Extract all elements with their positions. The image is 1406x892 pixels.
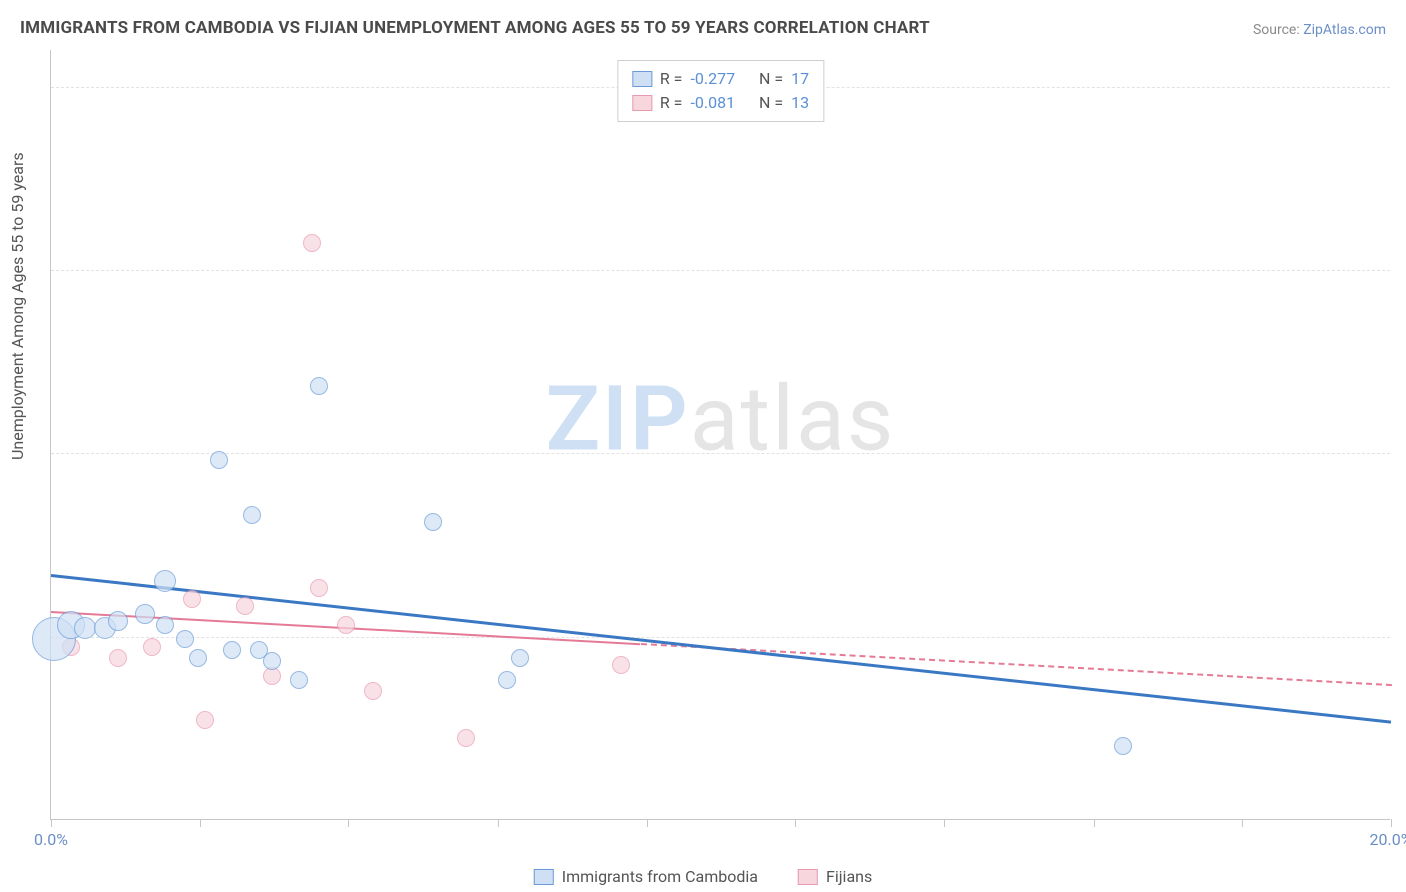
- scatter-point-a: [223, 641, 241, 659]
- chart-title: IMMIGRANTS FROM CAMBODIA VS FIJIAN UNEMP…: [20, 18, 930, 38]
- legend-swatch-a: [534, 869, 554, 885]
- scatter-point-a: [310, 377, 328, 395]
- scatter-point-b: [196, 711, 214, 729]
- legend-item-a: Immigrants from Cambodia: [534, 867, 758, 886]
- scatter-point-a: [176, 630, 194, 648]
- scatter-point-a: [250, 641, 268, 659]
- scatter-point-b: [183, 590, 201, 608]
- y-tick-label: 20.0%: [1395, 77, 1406, 96]
- legend-swatch-a: [632, 71, 652, 87]
- legend-row-series-b: R = -0.081 N = 13: [632, 91, 809, 115]
- scatter-point-b: [457, 729, 475, 747]
- source-link[interactable]: ZipAtlas.com: [1303, 22, 1386, 38]
- scatter-point-b: [109, 649, 127, 667]
- scatter-point-a: [243, 506, 261, 524]
- scatter-point-b: [303, 234, 321, 252]
- watermark-zip: ZIP: [546, 367, 690, 472]
- correlation-legend: R = -0.277 N = 17 R = -0.081 N = 13: [617, 60, 824, 122]
- y-axis-label: Unemployment Among Ages 55 to 59 years: [8, 152, 27, 460]
- legend-n-value-a: 17: [791, 67, 809, 91]
- watermark-atlas: atlas: [690, 367, 896, 472]
- scatter-point-a: [135, 604, 155, 624]
- x-tick-label: 20.0%: [1370, 830, 1406, 849]
- y-tick-label: 15.0%: [1395, 261, 1406, 280]
- x-tick: [348, 819, 349, 827]
- scatter-point-b: [310, 579, 328, 597]
- x-tick: [1391, 819, 1392, 827]
- scatter-point-a: [156, 616, 174, 634]
- x-tick: [51, 819, 52, 827]
- legend-label-a: Immigrants from Cambodia: [562, 867, 758, 886]
- gridline-horizontal: [51, 637, 1390, 638]
- legend-item-b: Fijians: [798, 867, 872, 886]
- legend-row-series-a: R = -0.277 N = 17: [632, 67, 809, 91]
- legend-n-value-b: 13: [791, 91, 809, 115]
- scatter-point-a: [154, 570, 176, 592]
- source-label: Source:: [1253, 22, 1303, 38]
- scatter-point-b: [337, 616, 355, 634]
- chart-plot-area: ZIPatlas R = -0.277 N = 17 R = -0.081 N …: [50, 50, 1390, 820]
- scatter-point-a: [511, 649, 529, 667]
- x-tick-label: 0.0%: [34, 830, 68, 849]
- x-tick: [200, 819, 201, 827]
- scatter-point-b: [612, 656, 630, 674]
- scatter-point-a: [74, 617, 96, 639]
- scatter-point-a: [290, 671, 308, 689]
- legend-n-label: N =: [759, 67, 783, 91]
- x-tick: [498, 819, 499, 827]
- scatter-point-a: [424, 513, 442, 531]
- scatter-point-a: [210, 451, 228, 469]
- source-attribution: Source: ZipAtlas.com: [1253, 22, 1386, 38]
- legend-label-b: Fijians: [826, 867, 872, 886]
- legend-r-label: R =: [660, 91, 683, 115]
- scatter-point-a: [498, 671, 516, 689]
- x-tick: [647, 819, 648, 827]
- scatter-point-b: [236, 597, 254, 615]
- x-tick: [944, 819, 945, 827]
- scatter-point-a: [108, 611, 128, 631]
- gridline-horizontal: [51, 270, 1390, 271]
- series-legend: Immigrants from Cambodia Fijians: [534, 867, 872, 886]
- y-tick-label: 10.0%: [1395, 444, 1406, 463]
- legend-r-value-b: -0.081: [690, 91, 735, 115]
- watermark: ZIPatlas: [546, 367, 896, 472]
- x-tick: [1094, 819, 1095, 827]
- legend-r-label: R =: [660, 67, 683, 91]
- scatter-point-b: [364, 682, 382, 700]
- scatter-point-a: [189, 649, 207, 667]
- scatter-point-b: [143, 638, 161, 656]
- gridline-horizontal: [51, 453, 1390, 454]
- legend-n-label: N =: [759, 91, 783, 115]
- y-tick-label: 5.0%: [1395, 627, 1406, 646]
- legend-r-value-a: -0.277: [690, 67, 735, 91]
- x-tick: [795, 819, 796, 827]
- legend-swatch-b: [798, 869, 818, 885]
- legend-swatch-b: [632, 95, 652, 111]
- scatter-point-a: [1114, 737, 1132, 755]
- x-tick: [1242, 819, 1243, 827]
